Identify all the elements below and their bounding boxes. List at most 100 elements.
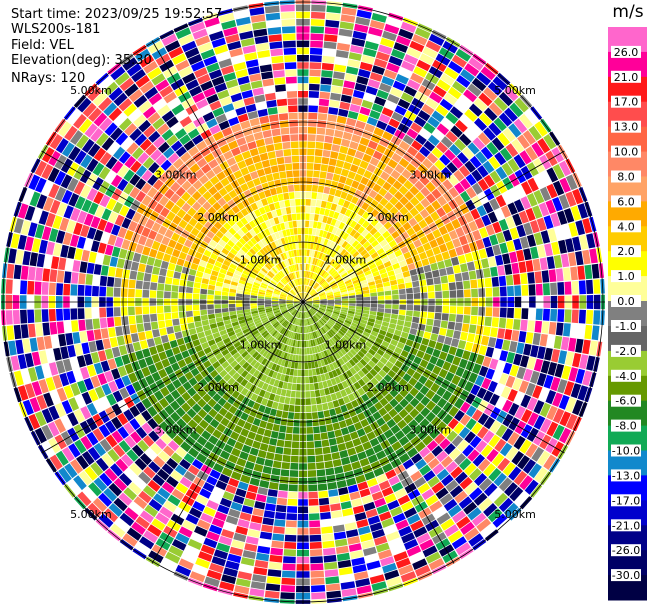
- velocity-gate: [320, 253, 326, 261]
- velocity-gate: [424, 215, 434, 225]
- velocity-gate: [589, 248, 598, 264]
- velocity-gate: [467, 333, 476, 343]
- velocity-gate: [426, 278, 434, 286]
- velocity-gate: [502, 362, 513, 375]
- velocity-gate: [320, 298, 327, 301]
- velocity-gate: [362, 313, 369, 318]
- colorbar-tick-label: 6.0: [617, 195, 635, 208]
- velocity-gate: [407, 353, 416, 362]
- velocity-gate: [397, 98, 411, 110]
- velocity-gate: [321, 70, 333, 78]
- velocity-gate: [474, 334, 483, 345]
- velocity-gate: [381, 321, 390, 327]
- velocity-gate: [398, 157, 410, 168]
- velocity-gate: [442, 290, 450, 298]
- velocity-gate: [382, 230, 391, 239]
- velocity-gate: [483, 127, 496, 141]
- velocity-gate: [371, 12, 387, 23]
- velocity-gate: [372, 271, 380, 277]
- velocity-gate: [335, 122, 346, 131]
- velocity-gate: [376, 235, 385, 243]
- velocity-gate: [387, 225, 397, 235]
- velocity-gate: [537, 244, 546, 258]
- velocity-gate: [535, 283, 543, 296]
- velocity-gate: [390, 313, 398, 320]
- velocity-gate: [330, 151, 339, 159]
- velocity-gate: [369, 334, 377, 341]
- velocity-gate: [396, 254, 405, 263]
- velocity-gate: [399, 294, 406, 300]
- velocity-gate: [542, 283, 550, 296]
- velocity-gate: [533, 415, 546, 430]
- colorbar-unit: m/s: [612, 2, 643, 22]
- velocity-gate: [321, 62, 334, 71]
- velocity-gate: [439, 154, 451, 166]
- velocity-gate: [327, 114, 338, 122]
- velocity-gate: [386, 62, 400, 73]
- velocity-gate: [376, 287, 384, 293]
- velocity-gate: [403, 344, 412, 353]
- velocity-gate: [398, 216, 408, 226]
- velocity-gate: [374, 243, 382, 252]
- velocity-gate: [448, 248, 457, 258]
- velocity-gate: [346, 226, 354, 235]
- velocity-gate: [305, 278, 308, 285]
- velocity-gate: [492, 287, 500, 297]
- velocity-gate: [531, 142, 545, 157]
- velocity-gate: [463, 306, 471, 315]
- velocity-gate: [455, 119, 468, 133]
- velocity-gate: [334, 297, 342, 300]
- velocity-gate: [305, 298, 312, 301]
- velocity-gate: [304, 293, 308, 300]
- velocity-gate: [498, 218, 509, 231]
- velocity-gate: [351, 240, 359, 248]
- velocity-gate: [521, 284, 529, 296]
- velocity-gate: [483, 326, 491, 337]
- velocity-gate: [472, 363, 482, 375]
- velocity-gate: [388, 118, 400, 129]
- velocity-gate: [421, 258, 430, 267]
- velocity-gate: [342, 251, 350, 258]
- velocity-gate: [346, 66, 359, 75]
- velocity-gate: [339, 315, 346, 320]
- velocity-gate: [352, 319, 360, 325]
- velocity-gate: [407, 146, 418, 157]
- velocity-gate: [473, 98, 488, 112]
- velocity-gate: [575, 368, 586, 384]
- velocity-gate: [520, 196, 532, 210]
- velocity-gate: [355, 311, 362, 316]
- velocity-gate: [488, 256, 497, 267]
- velocity-gate: [344, 209, 352, 217]
- velocity-gate: [324, 223, 330, 232]
- velocity-gate: [304, 294, 310, 300]
- velocity-gate: [332, 235, 339, 243]
- velocity-gate: [487, 211, 498, 224]
- velocity-gate: [520, 236, 530, 249]
- velocity-gate: [331, 260, 338, 267]
- velocity-gate: [318, 244, 323, 252]
- velocity-gate: [388, 216, 398, 225]
- velocity-gate: [328, 107, 339, 115]
- velocity-gate: [485, 246, 495, 258]
- velocity-gate: [413, 356, 422, 365]
- velocity-gate: [380, 325, 388, 332]
- velocity-gate: [399, 304, 406, 310]
- velocity-gate: [558, 239, 568, 254]
- velocity-gate: [371, 103, 384, 113]
- velocity-gate: [312, 296, 319, 300]
- velocity-gate: [412, 223, 422, 233]
- velocity-gate: [440, 320, 448, 329]
- velocity-gate: [375, 203, 384, 212]
- velocity-gate: [459, 133, 472, 146]
- velocity-gate: [435, 358, 445, 368]
- velocity-gate: [344, 319, 352, 325]
- velocity-gate: [312, 304, 319, 308]
- velocity-gate: [391, 152, 402, 163]
- velocity-gate: [320, 297, 327, 300]
- velocity-gate: [322, 271, 328, 278]
- velocity-gate: [308, 112, 318, 120]
- velocity-gate: [312, 281, 317, 288]
- velocity-gate: [308, 91, 320, 98]
- velocity-gate: [381, 340, 390, 348]
- velocity-gate: [331, 315, 338, 321]
